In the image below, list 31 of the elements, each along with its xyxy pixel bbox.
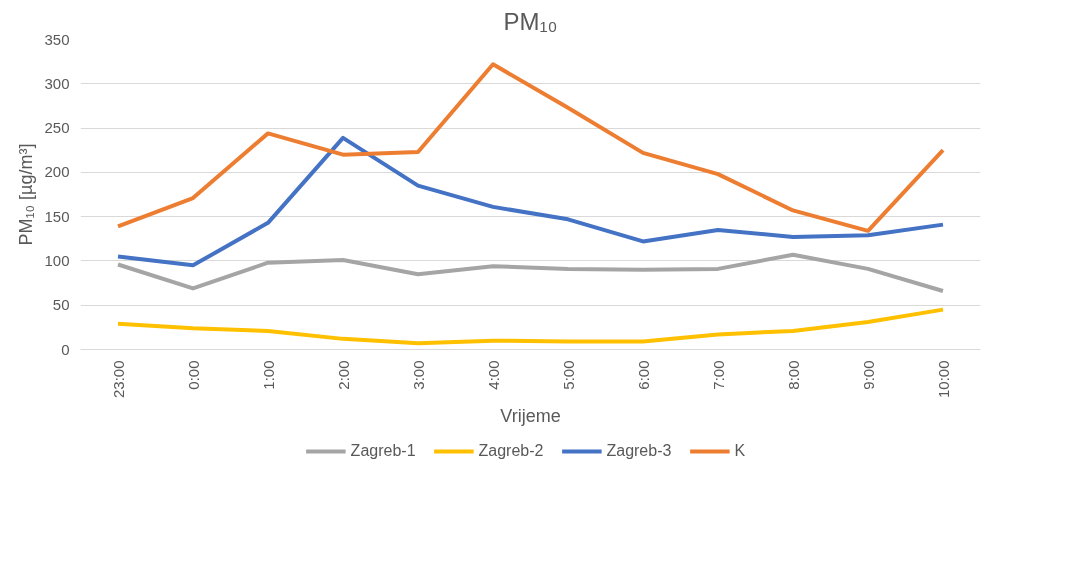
legend-label: Zagreb-2 [478, 442, 544, 460]
chart-title: PM₁₀ [503, 7, 558, 35]
x-tick-label: 9:00 [859, 360, 877, 390]
x-tick-label: 23:00 [109, 360, 127, 399]
y-tick-label: 0 [61, 340, 70, 358]
x-tick-label: 2:00 [334, 360, 352, 390]
x-tick-label: 4:00 [484, 360, 502, 390]
y-tick-label: 50 [52, 296, 70, 314]
x-tick-label: 1:00 [259, 360, 277, 390]
y-axis-title: PM₁₀ [µg/m³] [16, 143, 37, 246]
legend-label: K [734, 442, 747, 460]
x-tick-label: 6:00 [634, 360, 652, 390]
y-tick-label: 350 [44, 30, 70, 48]
x-tick-label: 10:00 [934, 360, 952, 399]
y-tick-label: 100 [44, 251, 70, 269]
x-tick-label: 7:00 [709, 360, 727, 390]
x-axis-title: Vrijeme [500, 406, 561, 427]
line-series [116, 135, 945, 268]
x-tick-label: 3:00 [409, 360, 427, 390]
x-tick-label: 5:00 [559, 360, 577, 390]
x-tick-label: 8:00 [784, 360, 802, 390]
line-series [116, 62, 945, 233]
x-tick-label: 0:00 [184, 360, 202, 390]
y-tick-label: 250 [44, 119, 70, 137]
legend-label: Zagreb-3 [606, 442, 672, 460]
line-series [116, 252, 945, 294]
y-tick-label: 150 [44, 207, 70, 225]
line-series [116, 307, 945, 346]
legend-label: Zagreb-1 [350, 442, 416, 460]
y-tick-label: 200 [44, 163, 70, 181]
y-tick-label: 300 [44, 74, 70, 92]
